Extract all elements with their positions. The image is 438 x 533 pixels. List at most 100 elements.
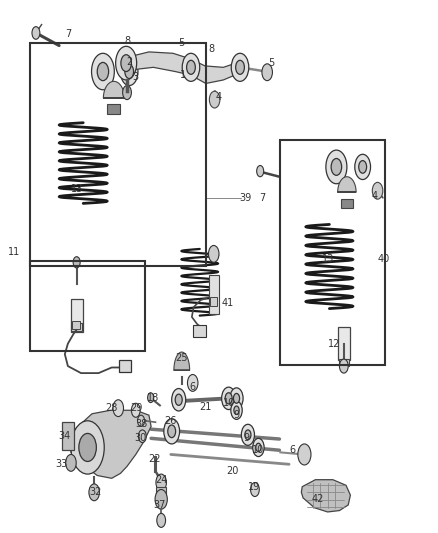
Circle shape: [257, 166, 264, 177]
Circle shape: [236, 60, 244, 74]
Circle shape: [73, 257, 80, 268]
Circle shape: [168, 425, 176, 438]
Text: 9: 9: [243, 433, 249, 443]
Text: 5: 5: [179, 38, 185, 49]
Circle shape: [164, 419, 180, 444]
Circle shape: [172, 389, 186, 411]
Circle shape: [157, 513, 166, 527]
Text: 6: 6: [190, 382, 196, 392]
Text: 5: 5: [268, 58, 275, 68]
Text: 21: 21: [199, 402, 211, 412]
Text: 37: 37: [153, 500, 166, 510]
Circle shape: [121, 55, 131, 71]
Circle shape: [120, 58, 138, 86]
Polygon shape: [70, 410, 151, 478]
Text: 8: 8: [208, 44, 214, 54]
Circle shape: [251, 482, 259, 497]
Polygon shape: [174, 352, 190, 370]
Circle shape: [138, 430, 146, 442]
Circle shape: [89, 484, 99, 500]
Circle shape: [92, 53, 114, 90]
Circle shape: [245, 430, 251, 440]
Bar: [71, 299, 83, 333]
Text: 9: 9: [233, 410, 240, 420]
Bar: [341, 199, 353, 207]
Text: 25: 25: [175, 353, 187, 362]
Text: 22: 22: [148, 454, 160, 464]
Circle shape: [222, 387, 236, 409]
Text: 6: 6: [290, 445, 296, 455]
Circle shape: [372, 182, 383, 199]
Circle shape: [148, 393, 154, 402]
Text: 10: 10: [223, 398, 235, 408]
Text: 32: 32: [89, 487, 102, 497]
Circle shape: [208, 246, 219, 262]
Bar: [156, 487, 166, 497]
Bar: [119, 360, 131, 373]
Text: 7: 7: [259, 193, 265, 203]
Circle shape: [231, 401, 242, 419]
Circle shape: [79, 433, 96, 462]
Circle shape: [155, 489, 167, 509]
Circle shape: [253, 438, 264, 457]
Bar: [30, 44, 206, 266]
Circle shape: [241, 424, 254, 446]
Bar: [71, 322, 82, 331]
Circle shape: [326, 150, 347, 184]
Text: 42: 42: [312, 494, 324, 504]
Text: 2: 2: [126, 56, 132, 67]
Circle shape: [125, 64, 134, 78]
Text: 39: 39: [239, 193, 251, 203]
Text: 40: 40: [377, 254, 389, 264]
Bar: [338, 327, 350, 360]
Text: 28: 28: [105, 403, 117, 413]
Text: 4: 4: [371, 191, 378, 201]
Text: 41: 41: [222, 298, 234, 308]
Circle shape: [262, 64, 272, 80]
Circle shape: [32, 27, 40, 39]
Polygon shape: [338, 177, 356, 192]
Bar: [62, 422, 74, 450]
Bar: [339, 359, 349, 366]
Circle shape: [138, 415, 145, 426]
Text: 33: 33: [55, 459, 67, 469]
Circle shape: [233, 393, 240, 403]
Circle shape: [97, 62, 109, 80]
Text: 11: 11: [8, 247, 20, 257]
Text: 24: 24: [155, 475, 167, 484]
Text: 19: 19: [248, 482, 260, 492]
Circle shape: [182, 53, 200, 82]
Circle shape: [156, 474, 166, 491]
Circle shape: [187, 60, 195, 74]
Circle shape: [66, 455, 76, 471]
Circle shape: [355, 154, 371, 180]
Circle shape: [359, 160, 367, 173]
Circle shape: [187, 375, 198, 391]
Circle shape: [116, 46, 137, 80]
Circle shape: [209, 91, 220, 108]
Text: 8: 8: [124, 36, 130, 46]
Polygon shape: [126, 52, 240, 84]
Text: 7: 7: [65, 29, 71, 39]
Circle shape: [71, 421, 104, 474]
Circle shape: [331, 158, 342, 175]
Text: 4: 4: [216, 92, 222, 102]
Circle shape: [84, 442, 91, 453]
Text: 38: 38: [135, 418, 147, 429]
Circle shape: [131, 403, 140, 417]
Text: 13: 13: [321, 254, 334, 264]
Text: 29: 29: [131, 403, 143, 413]
Circle shape: [339, 359, 348, 373]
Bar: [193, 326, 206, 337]
Bar: [209, 275, 219, 314]
Text: 13: 13: [71, 184, 83, 195]
Bar: [30, 261, 145, 351]
Circle shape: [113, 400, 124, 417]
Text: 26: 26: [164, 416, 176, 426]
Circle shape: [234, 406, 239, 415]
Polygon shape: [103, 82, 124, 98]
Circle shape: [231, 53, 249, 82]
Text: 20: 20: [226, 466, 238, 477]
Text: 18: 18: [147, 393, 159, 403]
Text: 30: 30: [134, 433, 146, 443]
